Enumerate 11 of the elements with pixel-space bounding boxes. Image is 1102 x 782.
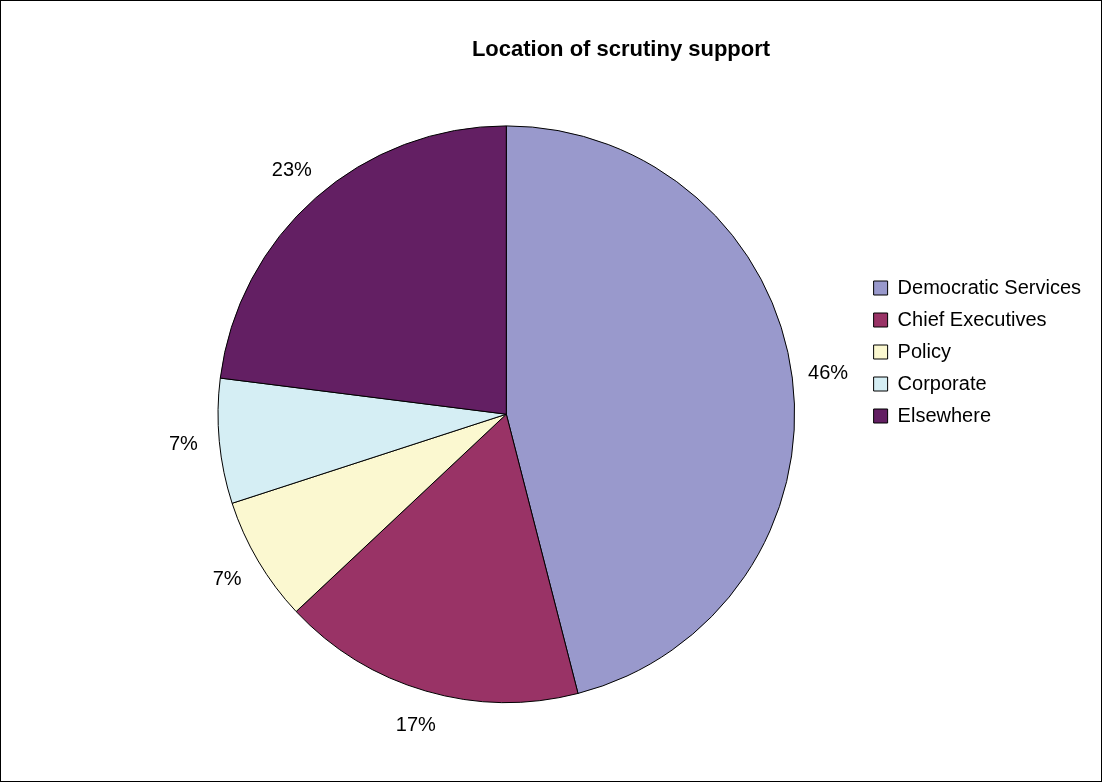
data-label: 7% <box>212 566 242 589</box>
legend-label: Corporate <box>897 371 987 394</box>
data-label: 17% <box>395 713 437 736</box>
chart-title: Location of scrutiny support <box>471 36 771 62</box>
data-label: 46% <box>808 361 849 384</box>
legend-label: Democratic Services <box>897 275 1082 298</box>
legend-label: Chief Executives <box>897 307 1047 330</box>
data-label: 23% <box>271 158 313 181</box>
legend-label: Elsewhere <box>897 403 992 426</box>
data-label: 7% <box>169 432 199 455</box>
legend-label: Policy <box>897 339 951 362</box>
